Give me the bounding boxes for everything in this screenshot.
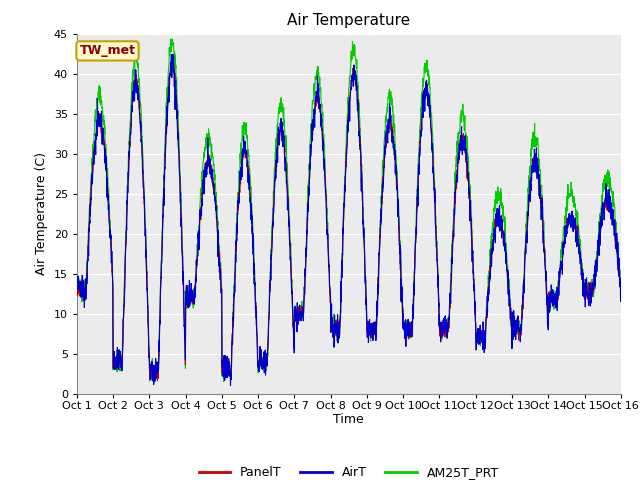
PanelT [508,319,515,324]
PanelT [154,378,161,384]
PanelT [73,287,81,293]
AM25T_PRT [150,381,157,386]
Title: Air Temperature: Air Temperature [287,13,410,28]
PanelT [225,371,233,377]
AM25T_PRT [508,323,515,328]
AirT [508,321,515,327]
Line: AM25T_PRT: AM25T_PRT [77,39,621,384]
AirT [377,222,385,228]
PanelT [617,283,625,288]
AM25T_PRT [570,200,577,205]
X-axis label: Time: Time [333,413,364,426]
AM25T_PRT [166,36,174,42]
Line: PanelT: PanelT [77,60,621,381]
AM25T_PRT [584,286,592,291]
AirT [73,290,81,296]
AirT [225,359,232,364]
Text: TW_met: TW_met [79,44,136,58]
AirT [169,51,177,57]
PanelT [570,225,577,231]
AirT [227,383,234,388]
Y-axis label: Air Temperature (C): Air Temperature (C) [35,152,48,275]
PanelT [584,284,592,290]
AirT [570,228,577,234]
AirT [584,295,592,300]
Legend: PanelT, AirT, AM25T_PRT: PanelT, AirT, AM25T_PRT [194,461,504,480]
PanelT [169,58,177,63]
AirT [617,278,625,284]
AM25T_PRT [73,288,81,294]
Line: AirT: AirT [77,54,621,385]
AM25T_PRT [377,214,385,219]
AM25T_PRT [617,276,625,281]
AM25T_PRT [365,327,372,333]
PanelT [377,220,385,226]
AirT [365,326,372,332]
PanelT [365,323,372,329]
AM25T_PRT [225,373,233,379]
